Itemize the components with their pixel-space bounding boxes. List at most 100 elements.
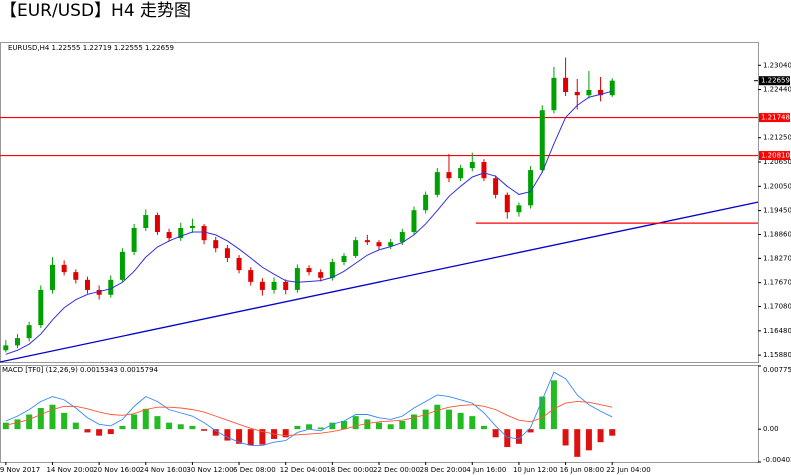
macd-bar [445, 409, 452, 430]
x-tick-label: 14 Nov 20:00 [46, 466, 93, 474]
x-tick-label: 12 Dec 04:00 [280, 466, 327, 474]
macd-bar [562, 429, 569, 446]
y-tick-label: 1.22440 [763, 86, 791, 94]
y-tick-label: 1.15880 [763, 351, 791, 359]
candle-body [504, 194, 510, 213]
candle-body [283, 281, 289, 290]
macd-bar [492, 429, 499, 438]
candle-body [26, 325, 32, 339]
candle-body [294, 268, 300, 290]
x-tick-label: 10 Jun 12:00 [513, 466, 557, 474]
candle-body [493, 178, 499, 195]
y-tick-label: -0.004034 [763, 456, 791, 464]
level-label-box [759, 151, 790, 161]
macd-bar [154, 416, 161, 430]
candle-body [96, 289, 102, 295]
candle-body [586, 89, 592, 96]
level-label: 1.20810 [761, 152, 790, 160]
candle-body [528, 170, 534, 206]
candle-body [248, 270, 254, 282]
macd-bar [14, 419, 21, 430]
candle-body [84, 279, 90, 290]
y-tick-label: 1.23040 [763, 61, 791, 69]
candle-body [14, 338, 20, 346]
candle-body [341, 255, 347, 263]
macd-bar [434, 404, 441, 430]
macd-bar [259, 429, 266, 445]
macd-bar [212, 429, 219, 436]
candle-body [49, 264, 55, 290]
candle-body [38, 289, 44, 326]
macd-bar [61, 412, 68, 430]
candle-body [119, 251, 125, 280]
y-tick-label: 1.20650 [763, 158, 791, 166]
candle-body [108, 279, 114, 295]
level-label-box [759, 113, 790, 123]
macd-bar [224, 429, 231, 441]
macd-bar [527, 429, 534, 433]
candle-body [458, 168, 464, 179]
candle-body [399, 232, 405, 243]
candle-body [329, 262, 335, 278]
x-tick-label: 24 Nov 16:00 [140, 466, 187, 474]
macd-bar [282, 429, 289, 438]
candle-body [61, 264, 67, 273]
ma-line [5, 90, 613, 355]
y-tick-label: 1.16480 [763, 327, 791, 335]
macd-bar [72, 422, 79, 430]
candle-body [434, 172, 440, 195]
y-tick-label: 1.19450 [763, 207, 791, 215]
macd-bar [294, 425, 301, 430]
macd-panel [0, 365, 759, 463]
macd-bar [142, 408, 149, 430]
x-tick-label: 4 Jun 16:00 [466, 466, 506, 474]
macd-bar [574, 429, 581, 457]
candle-body [376, 242, 382, 247]
main-panel [0, 42, 759, 363]
macd-bar [352, 416, 359, 430]
last-price-label: 1.22659 [761, 77, 790, 85]
macd-bar [247, 429, 254, 446]
candle-body [166, 232, 172, 239]
macd-title: MACD [TF0] (12,26,9) 0.0015343 0.0015794 [2, 366, 159, 374]
candle-body [539, 110, 545, 171]
candle-body [224, 248, 230, 258]
y-tick-label: 1.20050 [763, 182, 791, 190]
x-tick-label: 16 Jun 08:00 [560, 466, 604, 474]
macd-bar [49, 404, 56, 430]
macd-bar [119, 425, 126, 430]
macd-bar [422, 409, 429, 430]
x-tick-label: 18 Dec 00:00 [326, 466, 373, 474]
x-tick-label: 22 Jun 04:00 [606, 466, 650, 474]
macd-signal-line [5, 401, 613, 437]
candle-body [236, 257, 242, 271]
macd-bar [201, 429, 208, 431]
level-label: 1.21748 [761, 114, 790, 122]
candle-body [388, 242, 394, 247]
macd-bar [469, 416, 476, 430]
y-tick-label: 1.18860 [763, 230, 791, 238]
y-tick-label: 1.21250 [763, 134, 791, 142]
macd-bar [410, 414, 417, 430]
header: EURUSD,H4 1.22555 1.22719 1.22555 1.2265… [8, 44, 174, 52]
candle-body [598, 89, 604, 96]
candle-body [154, 215, 160, 233]
macd-bar [2, 422, 9, 430]
y-tick-label: 1.17080 [763, 303, 791, 311]
macd-bar [131, 414, 138, 430]
candle-body [131, 228, 137, 252]
candle-body [609, 80, 615, 96]
candle-body [423, 194, 429, 211]
candle-body [271, 281, 277, 290]
candle-body [213, 240, 219, 249]
candle-body [353, 240, 359, 256]
macd-bar [107, 429, 114, 435]
macd-bar [236, 429, 243, 444]
macd-bar [37, 407, 44, 430]
macd-bar [539, 396, 546, 430]
candle-body [551, 77, 557, 111]
candle-body [306, 268, 312, 273]
candle-body [574, 91, 580, 96]
macd-bar [597, 429, 604, 443]
